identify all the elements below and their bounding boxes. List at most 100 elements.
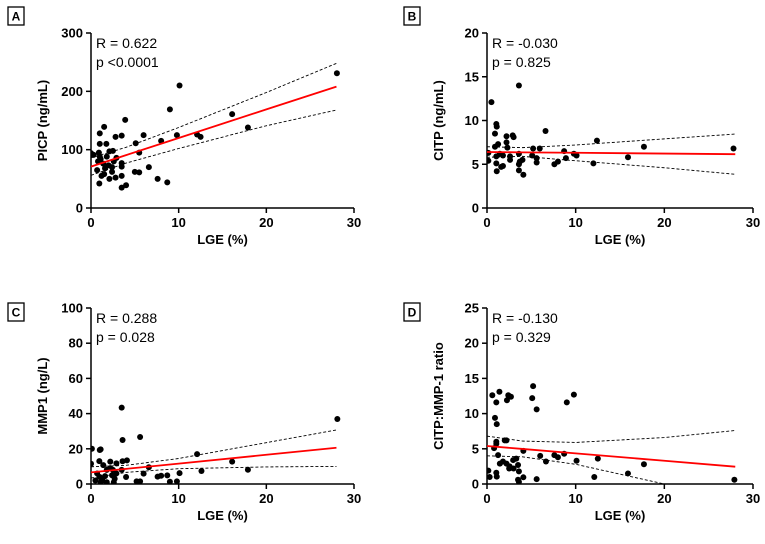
data-point bbox=[487, 473, 493, 480]
data-point bbox=[519, 156, 526, 163]
data-point bbox=[91, 460, 94, 467]
data-point bbox=[92, 477, 99, 484]
data-point bbox=[495, 141, 502, 148]
regression-line bbox=[91, 446, 337, 474]
x-tick-label: 0 bbox=[87, 491, 94, 506]
panel-label-box bbox=[7, 302, 25, 322]
data-point bbox=[173, 132, 180, 139]
data-point bbox=[510, 134, 517, 141]
data-point bbox=[123, 182, 130, 189]
data-point bbox=[731, 476, 738, 483]
y-tick-label: 60 bbox=[69, 371, 83, 386]
data-point bbox=[145, 164, 152, 171]
y-tick-label: 15 bbox=[465, 371, 479, 386]
data-point bbox=[515, 478, 522, 484]
data-point bbox=[118, 160, 125, 167]
x-tick-label: 0 bbox=[483, 215, 490, 230]
x-tick-label: 10 bbox=[568, 215, 582, 230]
data-point bbox=[176, 470, 183, 477]
data-point bbox=[118, 184, 125, 191]
data-point bbox=[132, 140, 139, 147]
data-point bbox=[536, 145, 543, 152]
y-axis-label: PICP (ng/mL) bbox=[35, 80, 50, 161]
data-point bbox=[176, 82, 183, 89]
data-point bbox=[507, 156, 514, 163]
data-point bbox=[198, 467, 205, 474]
y-tick-label: 20 bbox=[465, 26, 479, 41]
data-point bbox=[533, 159, 540, 166]
data-point bbox=[493, 160, 500, 167]
x-axis-label: LGE (%) bbox=[197, 508, 248, 523]
data-point bbox=[118, 132, 125, 139]
data-point bbox=[96, 180, 103, 187]
y-tick-label: 5 bbox=[472, 441, 479, 456]
y-axis-label: MMP1 (ng/L) bbox=[35, 357, 50, 434]
data-point bbox=[520, 474, 527, 481]
data-point bbox=[533, 406, 540, 413]
data-point bbox=[503, 437, 510, 444]
data-point bbox=[123, 473, 130, 480]
data-point bbox=[140, 470, 147, 477]
y-tick-label: 0 bbox=[472, 477, 479, 492]
data-point bbox=[493, 168, 500, 175]
regression-line bbox=[487, 445, 736, 468]
data-point bbox=[96, 458, 103, 465]
data-point bbox=[103, 140, 110, 147]
ci-upper-line bbox=[487, 133, 736, 149]
data-point bbox=[510, 465, 517, 472]
x-tick-label: 30 bbox=[746, 491, 760, 506]
plot-area bbox=[487, 383, 738, 484]
p-value: p <0.0001 bbox=[96, 54, 159, 70]
data-point bbox=[112, 133, 119, 140]
data-point bbox=[244, 124, 251, 131]
data-point bbox=[334, 416, 341, 423]
data-point bbox=[229, 458, 236, 465]
data-point bbox=[96, 140, 103, 147]
data-point bbox=[624, 154, 631, 161]
panel-c: C 0 20 40 60 80 100 0 10 20 30 LGE (%) MMP1 (ng/L) R … bbox=[7, 301, 361, 523]
data-point bbox=[164, 472, 171, 479]
data-point bbox=[515, 461, 522, 468]
panel-a: A 0 100 200 300 0 10 20 30 LGE (%) PICP (ng/mL) R =… bbox=[7, 6, 361, 247]
data-point bbox=[503, 133, 510, 140]
ci-lower-line bbox=[91, 109, 337, 176]
data-point bbox=[106, 175, 113, 182]
y-tick-label: 20 bbox=[69, 441, 83, 456]
data-point bbox=[109, 164, 116, 171]
x-tick-label: 10 bbox=[171, 491, 185, 506]
data-point bbox=[520, 171, 527, 178]
data-point bbox=[102, 473, 109, 480]
data-point bbox=[493, 473, 500, 480]
data-point bbox=[101, 123, 108, 130]
data-point bbox=[489, 392, 496, 399]
data-point bbox=[197, 133, 204, 140]
data-point bbox=[164, 179, 171, 186]
data-point bbox=[515, 468, 522, 475]
data-point bbox=[640, 143, 647, 150]
data-point bbox=[111, 475, 118, 482]
x-tick-label: 20 bbox=[657, 215, 671, 230]
y-tick-label: 0 bbox=[76, 201, 83, 216]
data-point bbox=[96, 130, 103, 137]
data-point bbox=[570, 391, 577, 398]
y-axis-label: CITP (ng/mL) bbox=[431, 80, 446, 161]
panel-label: D bbox=[408, 306, 417, 320]
r-value: R = 0.622 bbox=[96, 35, 157, 51]
data-point bbox=[119, 458, 126, 465]
data-point bbox=[493, 399, 500, 406]
panel-d: D 0 5 10 15 20 25 0 10 20 30 LGE (%) CITP:MMP-1 rati… bbox=[403, 301, 760, 523]
data-point bbox=[533, 155, 540, 162]
data-point bbox=[594, 455, 601, 462]
data-point bbox=[118, 404, 125, 411]
data-point bbox=[563, 399, 570, 406]
data-point bbox=[122, 116, 129, 123]
data-point bbox=[333, 70, 340, 77]
data-point bbox=[229, 111, 236, 118]
x-tick-label: 30 bbox=[347, 215, 361, 230]
data-point bbox=[101, 171, 108, 178]
p-value: p = 0.825 bbox=[492, 54, 551, 70]
data-point bbox=[533, 476, 540, 483]
y-tick-label: 20 bbox=[465, 336, 479, 351]
r-value: R = -0.030 bbox=[492, 35, 558, 51]
data-point bbox=[99, 477, 106, 484]
